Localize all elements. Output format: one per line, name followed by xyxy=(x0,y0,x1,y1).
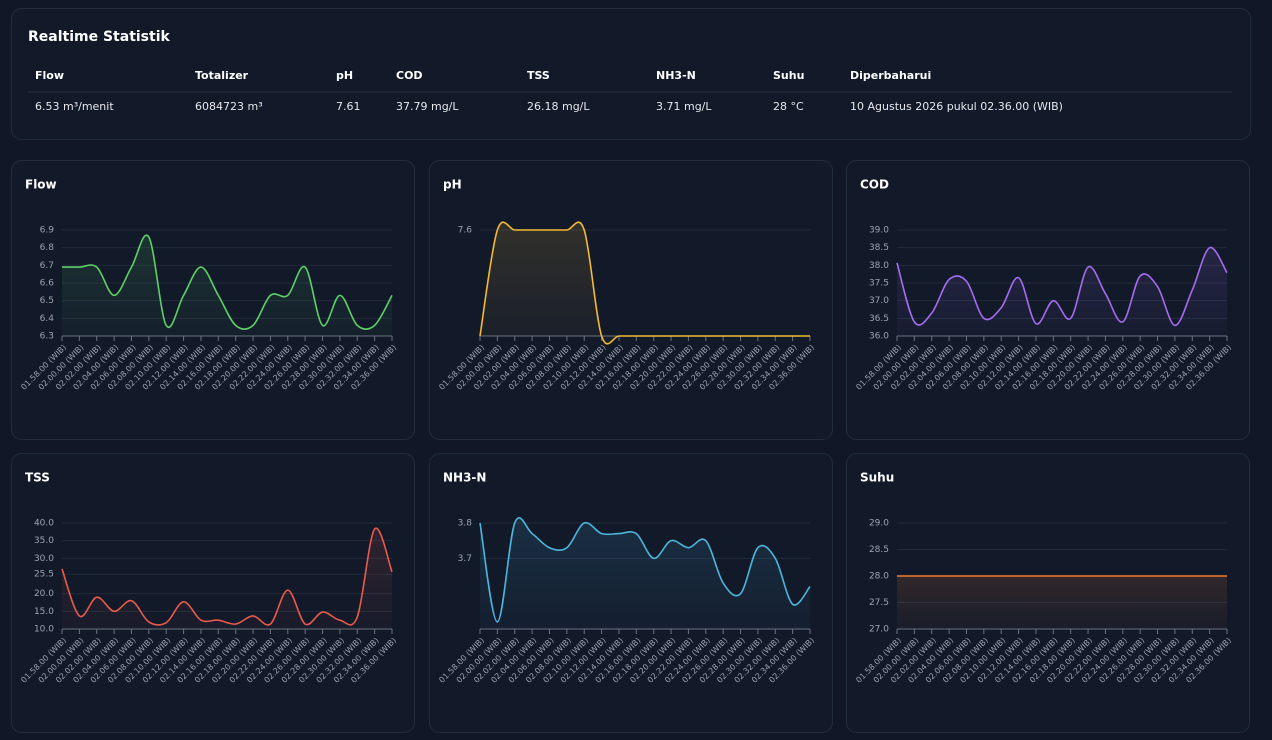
chart-title: COD xyxy=(860,178,889,192)
y-tick-label: 27.5 xyxy=(869,598,889,608)
chart-title: pH xyxy=(443,178,462,192)
y-tick-label: 28.0 xyxy=(869,572,889,582)
y-tick-label: 37.0 xyxy=(869,296,889,306)
table-cell: 6084723 m³ xyxy=(195,100,263,113)
y-tick-label: 6.5 xyxy=(40,296,54,306)
y-tick-label: 29.0 xyxy=(869,519,889,529)
chart-title: Suhu xyxy=(860,471,894,485)
table-header: pH xyxy=(336,69,353,82)
area-fill xyxy=(480,517,810,629)
y-tick-label: 36.5 xyxy=(869,314,889,324)
table-cell: 7.61 xyxy=(336,100,361,113)
y-tick-label: 38.5 xyxy=(869,243,889,253)
y-tick-label: 25.5 xyxy=(34,570,54,580)
y-tick-label: 6.9 xyxy=(40,226,55,236)
table-cell: 37.79 mg/L xyxy=(396,100,459,113)
y-tick-label: 7.6 xyxy=(458,226,473,236)
stats-title: Realtime Statistik xyxy=(28,29,171,45)
y-tick-label: 28.5 xyxy=(869,545,889,555)
table-header: TSS xyxy=(527,69,550,82)
y-tick-label: 10.0 xyxy=(34,625,54,635)
table-header: NH3-N xyxy=(656,69,696,82)
data-line xyxy=(479,517,811,623)
y-tick-label: 6.8 xyxy=(40,243,55,253)
y-tick-label: 6.4 xyxy=(40,314,55,324)
y-tick-label: 37.5 xyxy=(869,279,889,289)
area-fill xyxy=(62,235,392,336)
y-tick-label: 3.8 xyxy=(458,519,473,529)
area-fill xyxy=(480,222,810,344)
table-cell: 6.53 m³/menit xyxy=(35,100,114,113)
y-tick-label: 35.0 xyxy=(34,536,54,546)
y-tick-label: 6.3 xyxy=(40,332,54,342)
table-header: Flow xyxy=(35,69,64,82)
chart-title: NH3-N xyxy=(443,471,486,485)
area-fill xyxy=(897,576,1227,629)
y-tick-label: 36.0 xyxy=(869,332,889,342)
y-tick-label: 30.0 xyxy=(34,554,54,564)
data-line xyxy=(896,246,1228,327)
y-tick-label: 20.0 xyxy=(34,589,54,599)
chart-title: TSS xyxy=(25,471,50,485)
y-tick-label: 15.0 xyxy=(34,607,54,617)
table-header: Totalizer xyxy=(195,69,249,82)
chart-title: Flow xyxy=(25,178,57,192)
table-header: Suhu xyxy=(773,69,804,82)
table-cell: 10 Agustus 2026 pukul 02.36.00 (WIB) xyxy=(850,100,1063,113)
data-line xyxy=(62,234,393,330)
y-tick-label: 3.7 xyxy=(458,554,472,564)
chart-card xyxy=(11,453,415,733)
data-line xyxy=(479,221,810,345)
table-header: COD xyxy=(396,69,423,82)
y-tick-label: 6.6 xyxy=(40,279,55,289)
y-tick-label: 38.0 xyxy=(869,261,889,271)
table-cell: 3.71 mg/L xyxy=(656,100,712,113)
area-fill xyxy=(62,528,392,629)
y-tick-label: 6.7 xyxy=(40,261,54,271)
table-cell: 26.18 mg/L xyxy=(527,100,590,113)
area-fill xyxy=(897,247,1227,336)
table-cell: 28 °C xyxy=(773,100,804,113)
y-tick-label: 40.0 xyxy=(34,519,54,529)
table-header: Diperbaharui xyxy=(850,69,931,82)
stats-card xyxy=(11,8,1251,140)
y-tick-label: 39.0 xyxy=(869,226,889,236)
y-tick-label: 27.0 xyxy=(869,625,889,635)
data-line xyxy=(61,527,393,626)
